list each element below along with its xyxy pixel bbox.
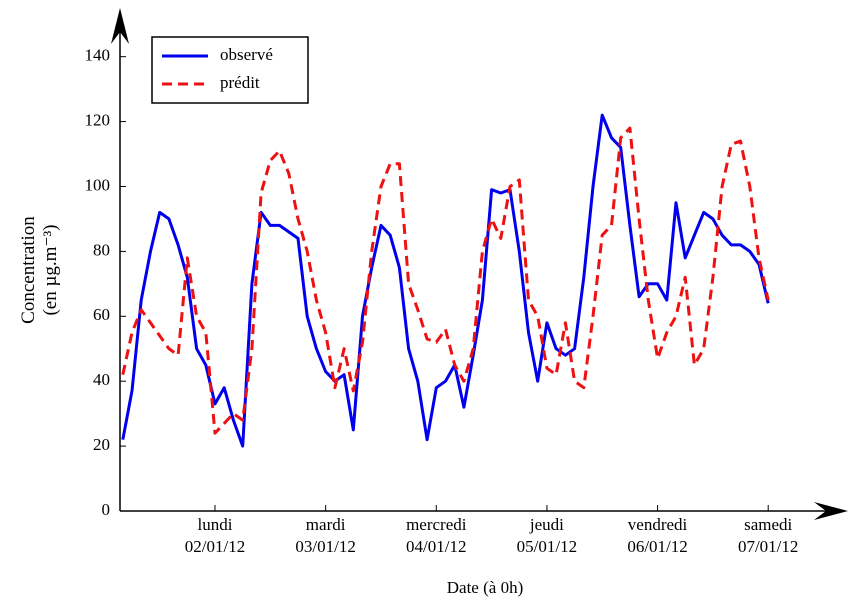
x-tick-label: mardi 03/01/12 <box>295 515 356 556</box>
x-axis-label: Date (à 0h) <box>446 578 524 597</box>
y-tick-label: 120 <box>85 110 111 129</box>
y-tick-label: 60 <box>93 305 110 324</box>
legend-label: observé <box>220 45 273 64</box>
x-axis-arrow <box>814 502 848 520</box>
x-tick-label: vendredi 06/01/12 <box>627 515 688 556</box>
series-line <box>121 126 770 435</box>
y-tick-label: 20 <box>93 435 110 454</box>
series-line <box>121 113 770 448</box>
x-tick-label: jeudi 05/01/12 <box>516 515 578 556</box>
x-tick-label: mercredi 04/01/12 <box>406 515 467 556</box>
y-axis-arrow <box>111 8 129 44</box>
y-axis-label: Concentration (en µg.m⁻³) <box>18 216 61 324</box>
y-tick-label: 40 <box>93 370 110 389</box>
x-tick-label: lundi 02/01/12 <box>184 515 246 556</box>
legend-box <box>151 36 309 104</box>
y-tick-label: 140 <box>85 46 111 65</box>
y-tick-label: 80 <box>93 240 110 259</box>
y-tick-label: 100 <box>85 175 111 194</box>
legend-label: prédit <box>220 73 260 92</box>
y-tick-label: 0 <box>102 500 111 519</box>
x-tick-label: samedi 07/01/12 <box>737 515 799 556</box>
